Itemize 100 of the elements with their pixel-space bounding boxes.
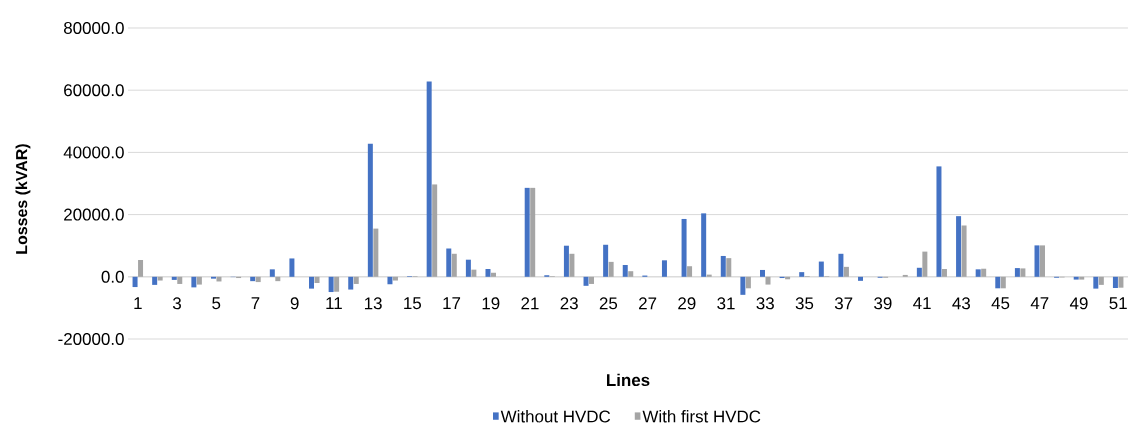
bar <box>961 225 967 277</box>
bar <box>975 269 981 277</box>
x-tick-label: 49 <box>1069 297 1088 310</box>
bar <box>152 276 158 285</box>
bar <box>563 245 569 277</box>
y-tick-label: -20000.0 <box>58 333 124 345</box>
bar <box>465 259 471 277</box>
x-tick-label: 23 <box>560 297 578 310</box>
bar <box>524 187 530 277</box>
bar <box>1112 276 1118 288</box>
bar <box>392 276 398 281</box>
x-tick-label: 9 <box>290 297 299 310</box>
bar <box>171 276 177 280</box>
bar <box>622 264 628 277</box>
bar <box>530 187 536 277</box>
bar <box>334 276 340 292</box>
bar <box>799 272 805 277</box>
bar <box>250 276 256 282</box>
bar <box>838 253 844 277</box>
y-tick-label: 40000.0 <box>63 146 124 159</box>
bar <box>451 253 457 277</box>
bar <box>858 276 864 281</box>
bar <box>1073 276 1079 280</box>
bar <box>1034 245 1040 277</box>
bar <box>608 261 614 277</box>
bar <box>583 276 589 286</box>
bar <box>1040 245 1045 277</box>
bar <box>314 276 320 284</box>
bar <box>432 184 438 277</box>
x-tick-label: 31 <box>717 297 735 310</box>
y-tick-label: 80000.0 <box>63 22 124 34</box>
x-tick-label: 21 <box>521 297 539 310</box>
bar <box>353 276 359 284</box>
bar <box>348 276 354 290</box>
bar <box>687 266 693 277</box>
bar <box>701 213 707 277</box>
bar <box>818 261 824 277</box>
bar <box>922 251 928 277</box>
bar <box>157 276 163 281</box>
x-tick-label: 51 <box>1109 297 1127 310</box>
bar <box>720 255 726 277</box>
x-axis-title: Lines <box>607 373 650 387</box>
x-tick-label: 29 <box>678 297 696 310</box>
bar <box>426 81 432 277</box>
x-tick-label: 37 <box>834 297 853 310</box>
legend-label: With first HVDC <box>642 410 761 423</box>
bar <box>446 248 452 277</box>
x-tick-label: 17 <box>443 297 461 309</box>
bar <box>941 269 947 277</box>
bar <box>740 276 746 295</box>
bar <box>726 258 732 277</box>
bar <box>1118 276 1124 288</box>
bar <box>981 268 987 277</box>
x-tick-label: 35 <box>795 297 814 310</box>
bar <box>490 272 496 277</box>
x-tick-label: 19 <box>482 297 500 310</box>
bar <box>1093 276 1099 289</box>
y-tick-label: 0.0 <box>101 270 124 283</box>
bar <box>936 166 942 277</box>
x-tick-label: 43 <box>952 297 970 310</box>
bar <box>1000 276 1006 289</box>
bar <box>569 253 575 277</box>
y-axis-title: Losses (kVAR) <box>15 144 31 254</box>
x-tick-label: 27 <box>639 297 657 310</box>
bar <box>138 260 144 277</box>
x-tick-label: 1 <box>134 297 142 309</box>
bar <box>1079 276 1085 280</box>
bar <box>196 276 202 285</box>
bar <box>373 228 379 277</box>
bar <box>367 143 373 277</box>
x-tick-label: 25 <box>599 297 618 310</box>
bar <box>471 269 477 277</box>
x-tick-label: 45 <box>991 297 1010 310</box>
x-tick-label: 47 <box>1030 297 1049 309</box>
bar <box>309 276 315 289</box>
bar <box>589 276 595 284</box>
bar <box>916 267 922 277</box>
bar <box>603 244 609 277</box>
bar <box>760 269 765 277</box>
bar <box>269 269 275 277</box>
bar <box>387 276 393 285</box>
bar <box>275 276 281 282</box>
bar <box>1014 268 1020 277</box>
bar <box>765 276 771 285</box>
x-tick-label: 7 <box>251 297 260 309</box>
x-tick-label: 33 <box>756 297 774 310</box>
bar <box>745 276 751 289</box>
bar <box>995 276 1001 289</box>
bar <box>843 266 849 277</box>
bar <box>1098 276 1104 285</box>
bar <box>1020 268 1026 277</box>
x-tick-label: 41 <box>913 297 931 309</box>
bar <box>132 276 138 288</box>
x-tick-label: 5 <box>212 297 221 310</box>
bar <box>328 276 334 293</box>
bar <box>485 269 491 277</box>
bar <box>706 274 712 277</box>
bar <box>289 258 295 277</box>
bar <box>956 216 962 277</box>
x-tick-label: 15 <box>404 297 422 310</box>
